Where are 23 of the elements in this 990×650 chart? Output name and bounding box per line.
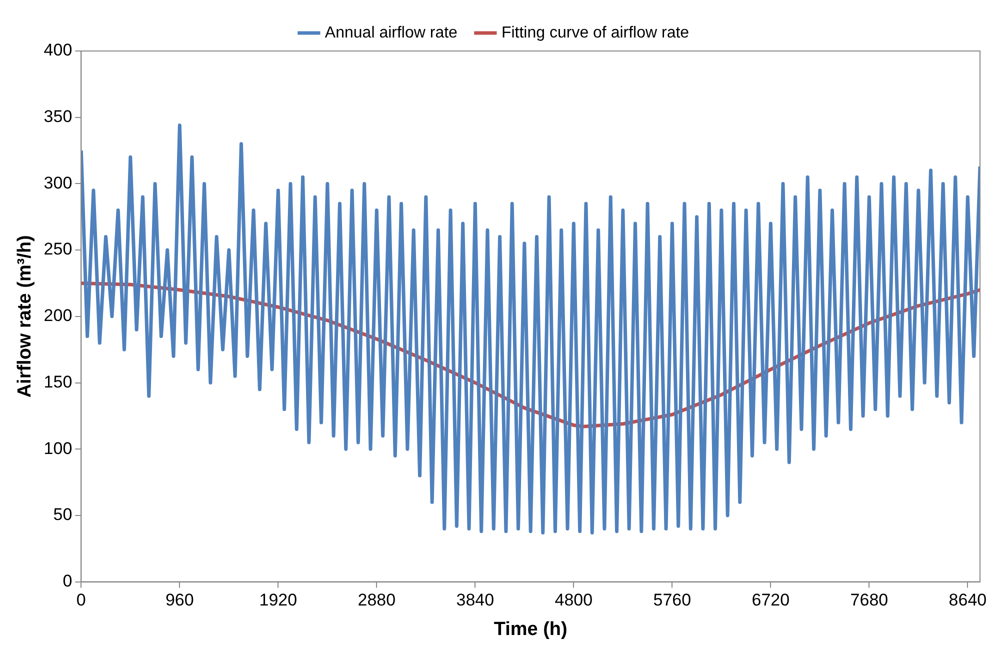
y-axis-title: Airflow rate (m³/h)	[14, 235, 36, 398]
y-tick-label: 400	[44, 40, 72, 60]
x-tick-label: 6720	[752, 590, 790, 610]
y-tick-label: 200	[44, 306, 72, 326]
x-tick-label: 3840	[456, 590, 494, 610]
legend-label: Annual airflow rate	[324, 24, 458, 42]
x-tick-label: 4800	[554, 590, 593, 610]
y-tick-label: 100	[44, 438, 72, 458]
x-tick-label: 5760	[653, 590, 692, 610]
y-tick-label: 300	[44, 173, 72, 192]
x-tick-label: 1920	[259, 590, 298, 610]
y-tick-label: 50	[53, 505, 72, 524]
x-tick-label: 8640	[948, 590, 987, 610]
y-tick-label: 0	[62, 571, 72, 590]
x-tick-label: 7680	[850, 590, 888, 610]
x-tick-label: 2880	[358, 590, 396, 610]
y-tick-label: 250	[44, 240, 72, 259]
legend-label: Fitting curve of airflow rate	[501, 24, 690, 42]
x-axis-title: Time (h)	[494, 618, 568, 640]
y-tick-label: 150	[44, 372, 72, 392]
y-tick-label: 350	[44, 107, 72, 126]
x-tick-label: 0	[76, 590, 86, 610]
x-tick-label: 960	[165, 590, 194, 610]
